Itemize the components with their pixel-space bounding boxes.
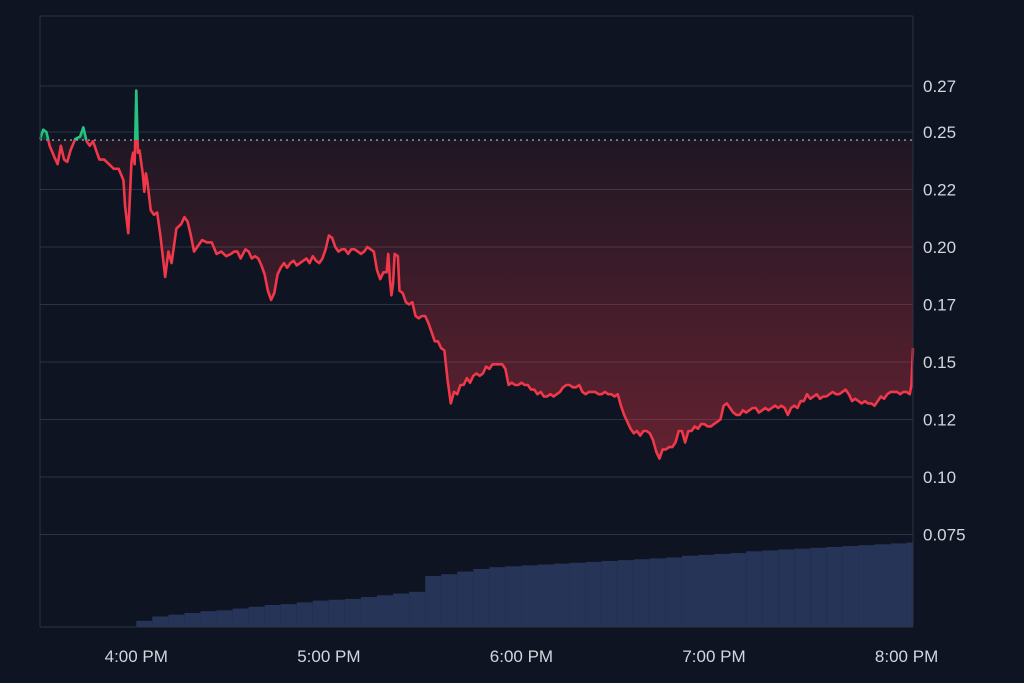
volume-bar-49 <box>906 542 913 627</box>
y-tick-label: 0.27 <box>923 77 956 96</box>
volume-bar-25 <box>521 565 538 627</box>
x-tick-label: 7:00 PM <box>682 647 745 666</box>
y-tick-label: 0.15 <box>923 353 956 372</box>
volume-bar-1 <box>136 620 153 627</box>
volume-bars <box>136 542 913 627</box>
volume-bar-17 <box>393 593 410 627</box>
volume-bar-19 <box>425 575 442 627</box>
y-tick-label: 0.10 <box>923 468 956 487</box>
volume-bar-48 <box>890 543 907 627</box>
volume-bar-15 <box>360 597 378 627</box>
volume-bar-7 <box>232 608 249 627</box>
volume-bar-33 <box>649 558 666 627</box>
volume-bar-24 <box>505 566 522 627</box>
volume-bar-37 <box>714 553 731 627</box>
volume-bar-11 <box>296 602 313 627</box>
volume-bar-35 <box>681 555 698 627</box>
volume-bar-43 <box>810 547 827 627</box>
volume-bar-4 <box>184 612 201 627</box>
volume-bar-18 <box>409 591 426 627</box>
volume-bar-47 <box>874 544 891 627</box>
volume-bar-6 <box>216 610 233 627</box>
plot-frame <box>39 15 914 628</box>
y-axis: 0.27 0.25 0.22 0.20 0.17 0.15 0.12 0.10 0.075 <box>923 77 966 545</box>
volume-bar-3 <box>168 614 185 627</box>
volume-bar-39 <box>746 551 763 627</box>
volume-bar-31 <box>617 560 634 627</box>
volume-bar-34 <box>665 557 682 627</box>
volume-bar-29 <box>585 561 602 627</box>
volume-bar-46 <box>858 545 875 627</box>
volume-bar-21 <box>457 571 474 627</box>
volume-bar-20 <box>441 574 458 627</box>
volume-bar-27 <box>553 563 570 627</box>
volume-bar-41 <box>778 549 795 627</box>
volume-bar-32 <box>633 559 650 627</box>
volume-bar-36 <box>697 554 715 627</box>
y-tick-label: 0.20 <box>923 238 956 257</box>
x-tick-label: 4:00 PM <box>105 647 168 666</box>
volume-bar-38 <box>730 553 747 627</box>
volume-bar-28 <box>569 562 586 627</box>
volume-bar-40 <box>762 550 779 627</box>
volume-bar-16 <box>377 595 394 627</box>
volume-bar-14 <box>344 598 361 627</box>
volume-bar-9 <box>264 605 281 627</box>
volume-bar-10 <box>280 604 297 627</box>
volume-bar-26 <box>537 564 554 627</box>
volume-bar-2 <box>152 616 169 627</box>
x-tick-label: 5:00 PM <box>297 647 360 666</box>
volume-bar-8 <box>248 606 265 627</box>
y-tick-label: 0.12 <box>923 411 956 430</box>
volume-bar-23 <box>489 567 506 627</box>
x-tick-label: 6:00 PM <box>490 647 553 666</box>
volume-bar-12 <box>312 600 329 627</box>
x-tick-label: 8:00 PM <box>875 647 938 666</box>
x-axis: 4:00 PM 5:00 PM 6:00 PM 7:00 PM 8:00 PM <box>105 647 939 666</box>
price-line-below-baseline <box>46 140 915 460</box>
volume-bar-42 <box>794 548 811 627</box>
y-tick-label: 0.25 <box>923 123 956 142</box>
volume-bar-44 <box>826 546 843 627</box>
y-tick-label: 0.17 <box>923 296 956 315</box>
area-fill-below-baseline <box>48 140 913 459</box>
volume-bar-45 <box>842 546 859 627</box>
y-tick-label: 0.075 <box>923 526 966 545</box>
volume-bar-30 <box>601 561 618 627</box>
volume-bar-13 <box>328 599 345 627</box>
volume-bar-5 <box>200 611 217 627</box>
volume-bar-22 <box>473 568 490 627</box>
y-tick-label: 0.22 <box>923 181 956 200</box>
